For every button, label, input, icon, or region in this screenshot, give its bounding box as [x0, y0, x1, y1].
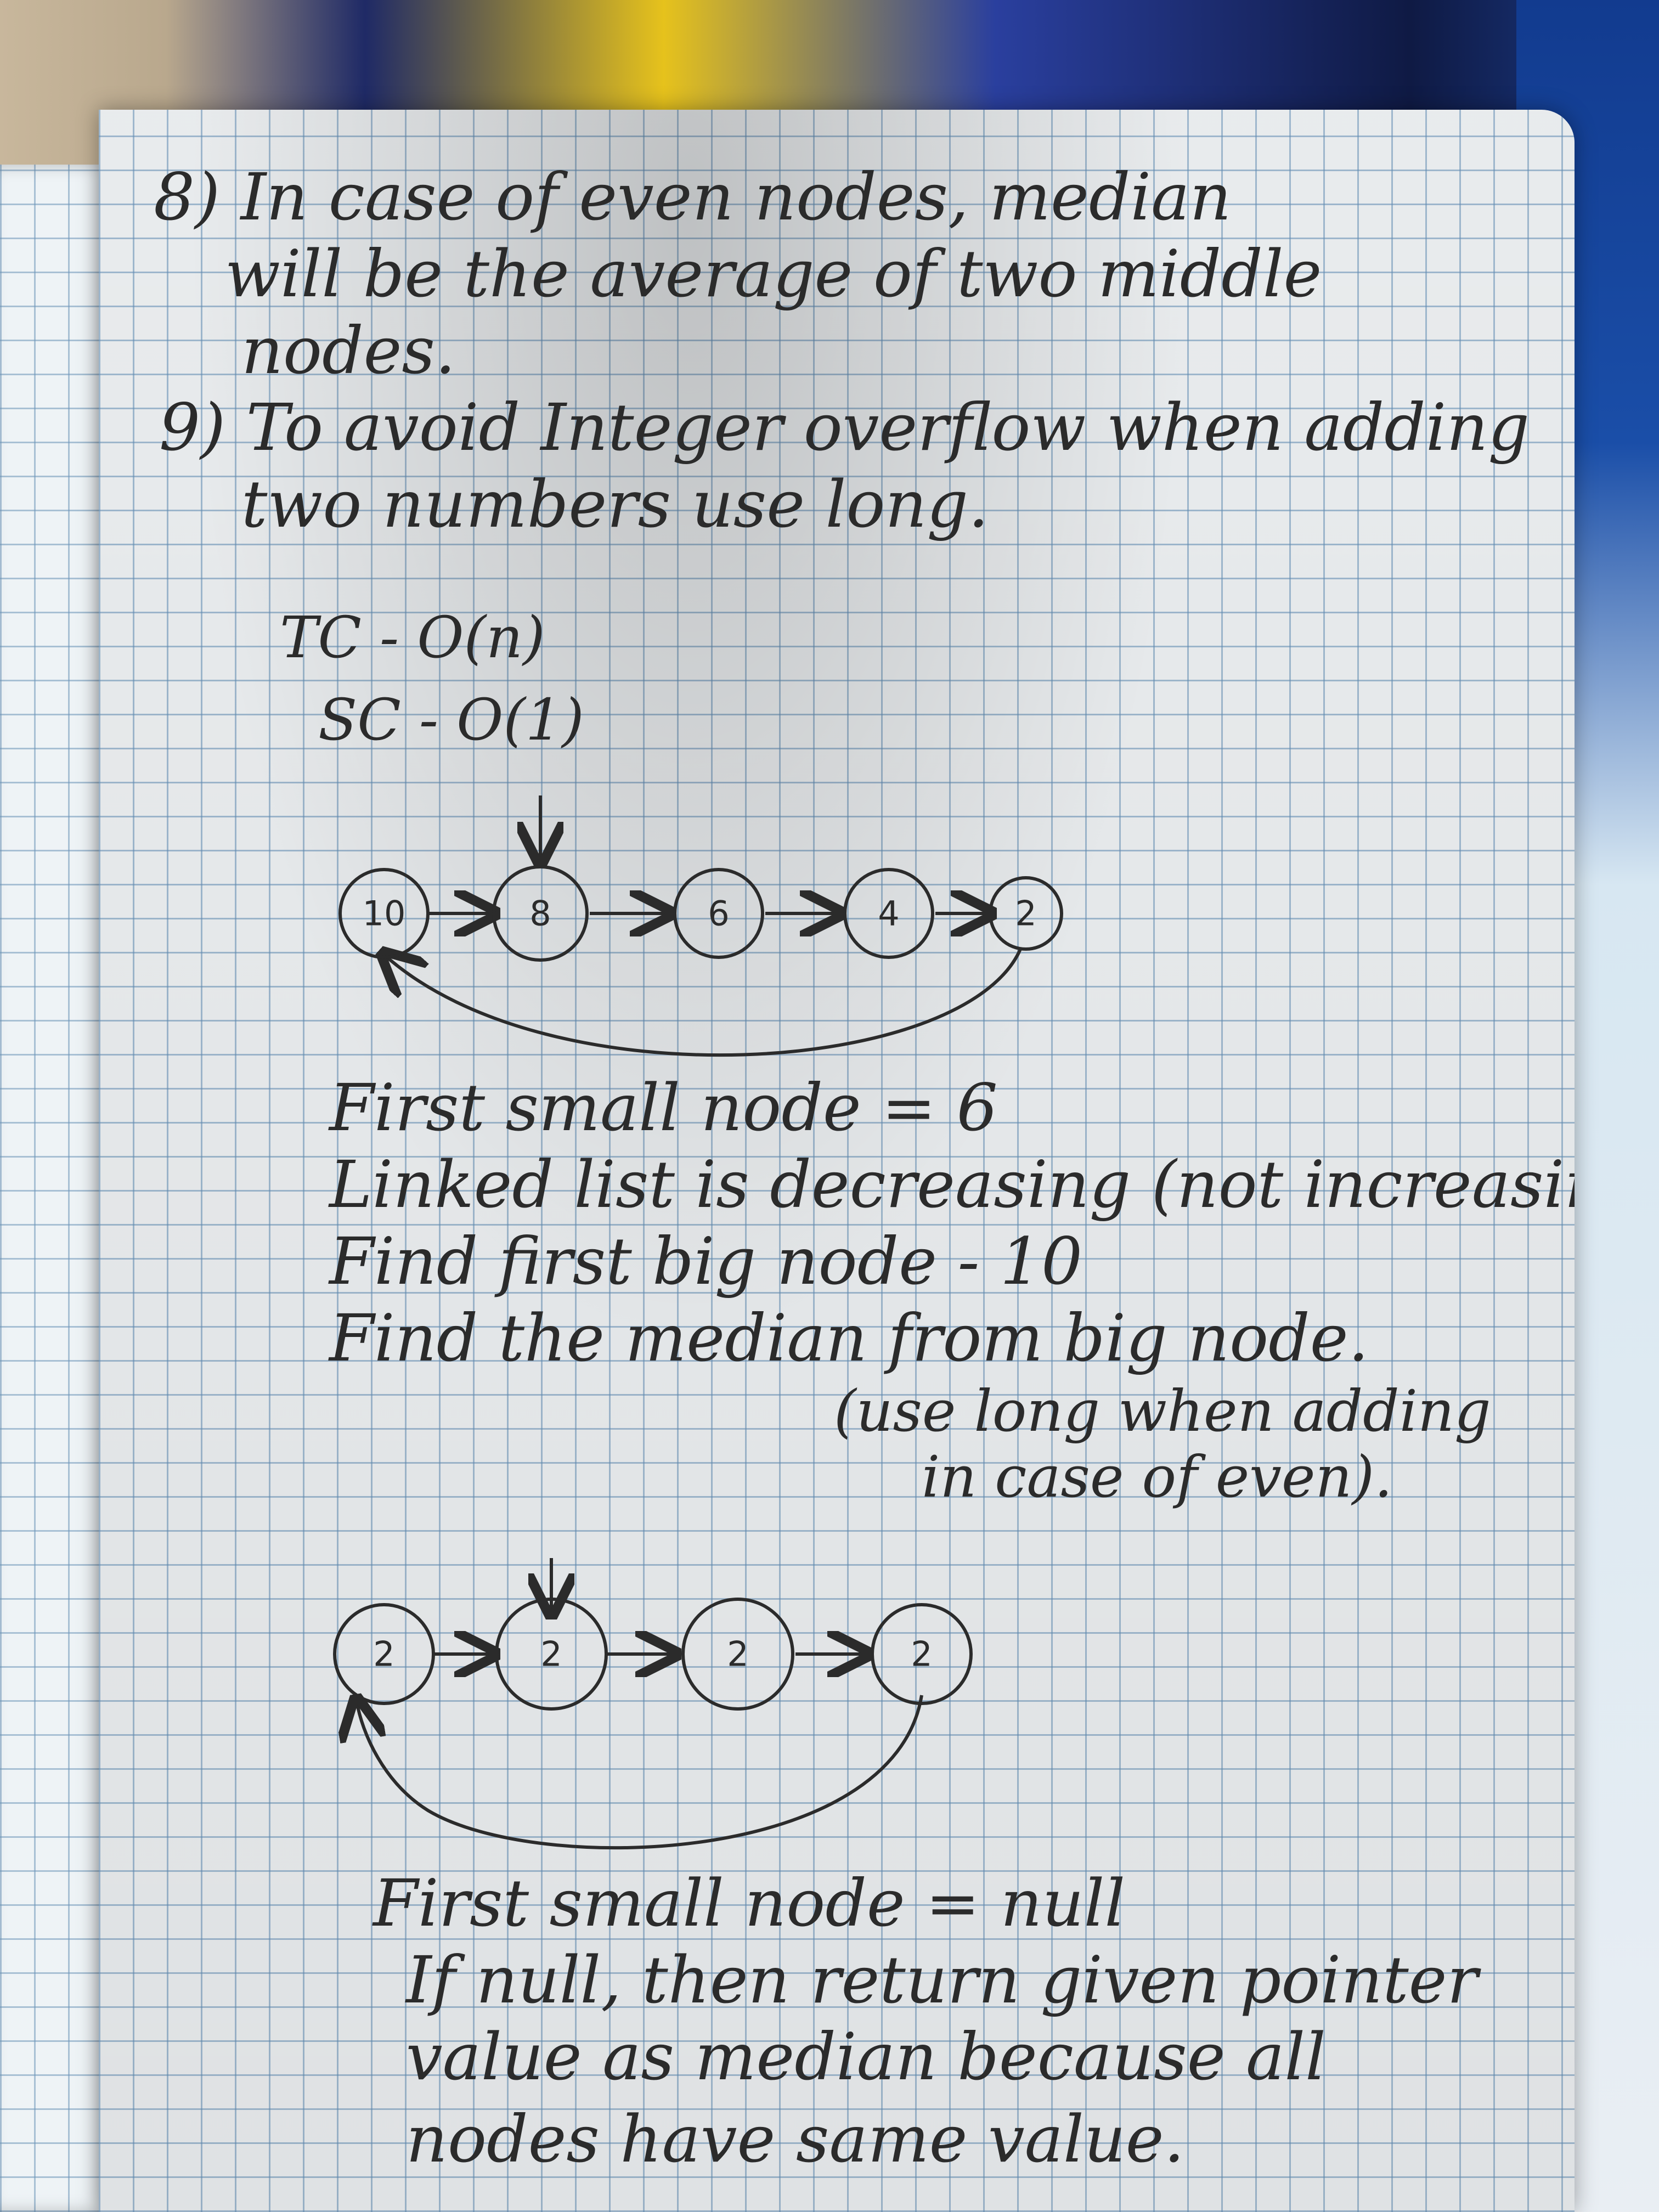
example-2-line-4: nodes have same value. — [406, 2101, 1185, 2177]
list-node: 6 — [673, 868, 764, 959]
list-node: 2 — [495, 1598, 608, 1711]
linked-list-diagram-1: 10 8 6 4 2 — [338, 795, 1063, 1057]
list-node: 4 — [843, 868, 934, 959]
svg-text:8: 8 — [529, 894, 551, 934]
svg-text:10: 10 — [363, 894, 406, 934]
linked-list-diagram-2: 2 2 2 2 — [333, 1558, 973, 1850]
svg-text:2: 2 — [373, 1634, 394, 1674]
note-8-line-3: nodes. — [241, 313, 456, 388]
example-1-line-5: (use long when adding — [834, 1378, 1491, 1444]
svg-text:2: 2 — [540, 1634, 562, 1674]
cycle-back-edge — [357, 1695, 923, 1850]
svg-text:2: 2 — [1015, 894, 1036, 934]
list-node: 2 — [871, 1603, 973, 1705]
example-1-line-2: Linked list is decreasing (not increasin… — [329, 1147, 1575, 1222]
list-node: 2 — [681, 1598, 794, 1711]
time-complexity: TC - O(n) — [280, 604, 545, 671]
example-1-line-4: Find the median from big node. — [329, 1300, 1369, 1376]
example-1-line-6: in case of even). — [922, 1443, 1393, 1510]
example-2-line-1: First small node = null — [373, 1865, 1126, 1941]
list-node: 8 — [492, 865, 589, 962]
note-9-line-2: two numbers use long. — [241, 466, 989, 542]
example-2-line-2: If null, then return given pointer — [406, 1942, 1478, 2018]
svg-text:6: 6 — [708, 894, 729, 934]
note-9-line-1: 9) To avoid Integer overflow when adding — [159, 390, 1530, 465]
left-notebook-page — [0, 165, 110, 2212]
note-8-line-2: will be the average of two middle — [225, 236, 1322, 312]
example-2-line-3: value as median because all — [406, 2019, 1326, 2095]
cycle-back-edge — [384, 949, 1022, 1057]
example-1-line-1: First small node = 6 — [329, 1070, 998, 1146]
note-8-line-1: 8) In case of even nodes, median — [154, 159, 1232, 235]
notebook-page: 8) In case of even nodes, median will be… — [99, 110, 1575, 2212]
svg-text:4: 4 — [878, 894, 899, 934]
space-complexity: SC - O(1) — [318, 686, 584, 753]
svg-text:2: 2 — [911, 1634, 932, 1674]
list-node: 2 — [989, 876, 1063, 951]
list-node: 10 — [338, 868, 430, 959]
svg-text:2: 2 — [727, 1634, 748, 1674]
list-node: 2 — [333, 1603, 435, 1705]
example-1-line-3: Find first big node - 10 — [329, 1223, 1083, 1299]
